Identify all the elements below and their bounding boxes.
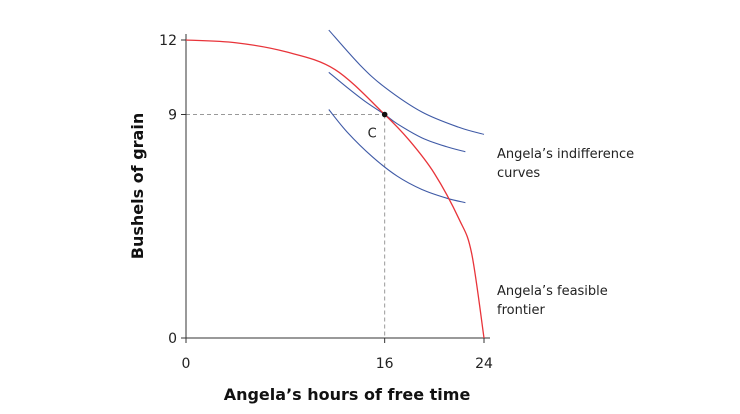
indifference-curves-label-line1: Angela’s indifference [497, 147, 634, 162]
feasible-frontier-label-line2: frontier [497, 303, 546, 318]
indifference-curves-label-line2: curves [497, 166, 540, 181]
x-axis-title: Angela’s hours of free time [224, 385, 471, 404]
axes [185, 34, 490, 339]
point-c-label: C [368, 127, 377, 142]
feasible-frontier-label-line1: Angela’s feasible [497, 284, 608, 299]
x-tick-label: 16 [376, 356, 394, 372]
y-tick-label: 0 [168, 331, 177, 347]
marks: C [368, 111, 388, 142]
feasible-frontier-curve [185, 39, 485, 339]
x-tick-label: 0 [182, 356, 191, 372]
curves [185, 29, 485, 339]
indifference-curves-label: Angela’s indifference curves [497, 147, 638, 181]
indifference-curve-2 [328, 71, 466, 153]
indifference-curve-3 [328, 109, 466, 204]
x-tick-label: 24 [475, 356, 493, 372]
y-tick-label: 9 [168, 108, 177, 124]
y-tick-label: 12 [159, 33, 177, 49]
indifference-curve-1 [328, 29, 485, 135]
guide-lines [186, 114, 386, 338]
ticks: 0 16 24 0 9 12 [159, 33, 493, 372]
feasible-frontier-label: Angela’s feasible frontier [497, 284, 612, 318]
y-axis-title: Bushels of grain [128, 113, 147, 259]
point-c [381, 111, 388, 118]
